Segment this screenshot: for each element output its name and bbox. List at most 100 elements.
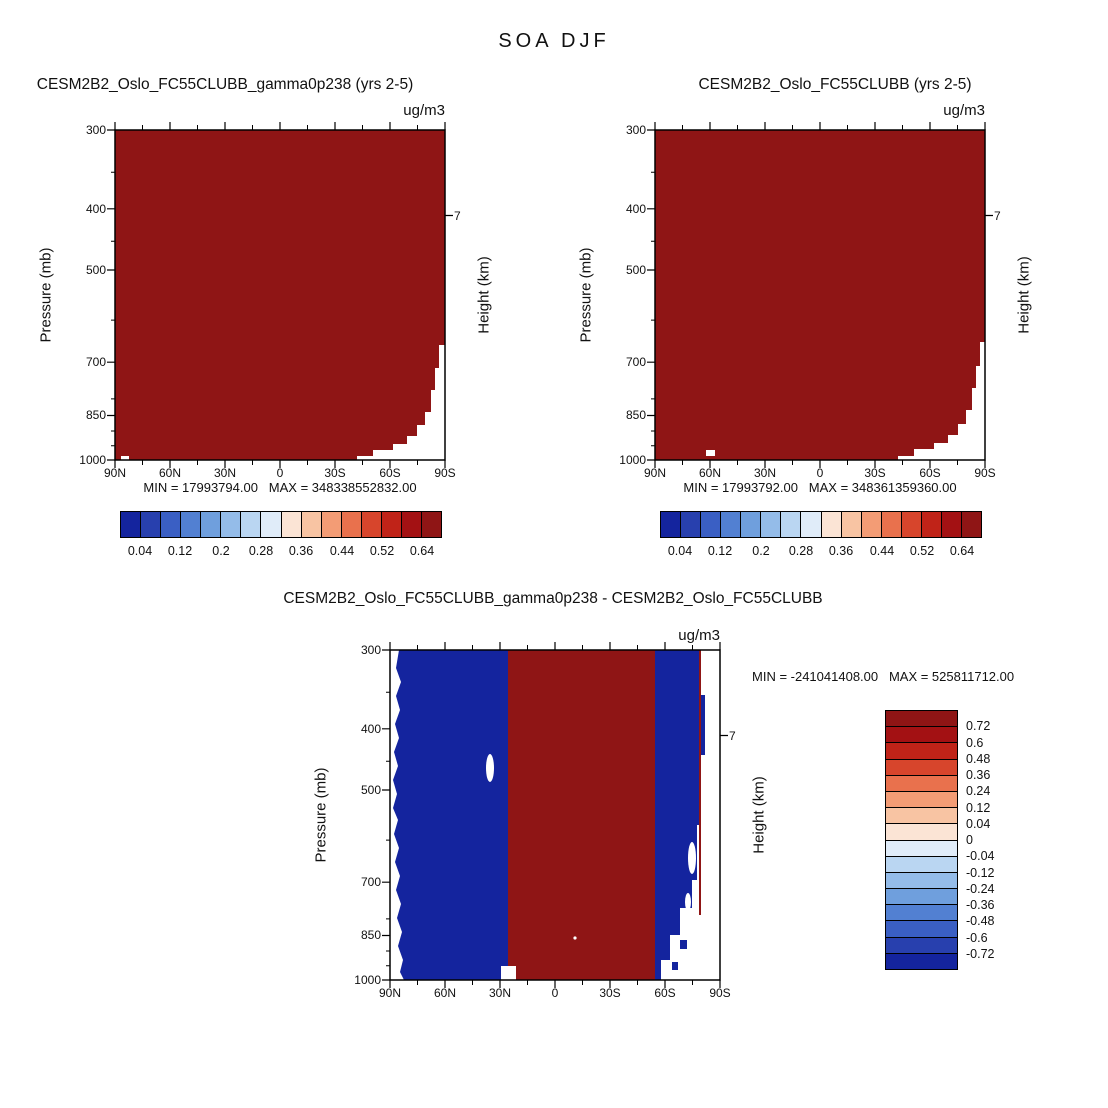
x-tick-label: 30N xyxy=(213,466,236,480)
colorbar-cell xyxy=(885,936,958,954)
colorbar-cell xyxy=(840,511,862,538)
panel2-plot xyxy=(647,122,993,468)
colorbar-cell xyxy=(880,511,902,538)
x-tick-label: 30S xyxy=(324,466,346,480)
colorbar-label: 0.2 xyxy=(212,544,230,558)
diff-colorbar-label: 0.12 xyxy=(966,801,991,815)
panel1-title: CESM2B2_Oslo_FC55CLUBB_gamma0p238 (yrs 2… xyxy=(36,76,414,93)
colorbar-cell xyxy=(960,511,982,538)
colorbar-cell xyxy=(240,511,262,538)
minor-ticks xyxy=(111,125,418,465)
panel3-colorbar xyxy=(885,710,958,970)
panel2-units-label: ug/m3 xyxy=(943,102,985,119)
panel1-units-label: ug/m3 xyxy=(403,102,445,119)
x-tick-label: 90S xyxy=(974,466,996,480)
x-tick-label: 60S xyxy=(654,986,676,1000)
y-tick-label: 850 xyxy=(625,408,646,422)
diff-colorbar-label: 0 xyxy=(966,833,973,847)
missing-blob xyxy=(688,842,696,874)
height-tick-label: 7 xyxy=(994,209,1001,223)
colorbar-label: 0.28 xyxy=(248,544,274,558)
colorbar-label: 0.64 xyxy=(949,544,975,558)
colorbar-cell xyxy=(885,726,958,744)
colorbar-label: 0.44 xyxy=(869,544,895,558)
diff-colorbar-label: -0.6 xyxy=(966,931,988,945)
y-tick-label: 1000 xyxy=(354,973,381,987)
y-tick-label: 300 xyxy=(360,643,381,657)
y-tick-label: 400 xyxy=(360,722,381,736)
y-tick-label: 400 xyxy=(85,202,106,216)
colorbar-cell xyxy=(885,758,958,776)
y-tick-label: 500 xyxy=(85,263,106,277)
y-tick-label: 850 xyxy=(360,928,381,942)
colorbar-cell xyxy=(340,511,362,538)
panel2-minmax: MIN = 17993792.00 MAX = 348361359360.00 xyxy=(683,480,957,495)
colorbar-label: 0.52 xyxy=(369,544,395,558)
colorbar-cell xyxy=(320,511,342,538)
colorbar-label: 0.52 xyxy=(909,544,935,558)
colorbar-cell xyxy=(260,511,282,538)
panel3-units-label: ug/m3 xyxy=(678,627,720,644)
height-axis-label: Height (km) xyxy=(1015,256,1033,334)
major-ticks xyxy=(107,122,453,468)
x-tick-label: 60S xyxy=(379,466,401,480)
panel3-minmax: MIN = -241041408.00 MAX = 525811712.00 xyxy=(752,669,1015,684)
colorbar-cell xyxy=(400,511,422,538)
colorbar-cell xyxy=(885,710,958,728)
x-tick-label: 90S xyxy=(434,466,456,480)
pressure-axis-label: Pressure (mb) xyxy=(312,767,330,863)
diff-colorbar-label: 0.04 xyxy=(966,817,991,831)
colorbar-label: 0.44 xyxy=(329,544,355,558)
x-tick-label: 60N xyxy=(158,466,181,480)
colorbar-cell xyxy=(200,511,222,538)
panel1-colorbar xyxy=(120,511,442,538)
colorbar-cell xyxy=(885,855,958,873)
colorbar-cell xyxy=(700,511,722,538)
y-tick-label: 1000 xyxy=(79,453,106,467)
y-tick-label: 1000 xyxy=(619,453,646,467)
colorbar-cell xyxy=(380,511,402,538)
terrain-mask-south-pole xyxy=(357,345,445,460)
x-tick-label: 90N xyxy=(643,466,666,480)
colorbar-cell xyxy=(180,511,202,538)
colorbar-cell xyxy=(300,511,322,538)
x-tick-label: 0 xyxy=(816,466,824,480)
contour-fill-positive xyxy=(115,130,445,460)
x-tick-label: 30N xyxy=(488,986,511,1000)
diff-colorbar-label: -0.36 xyxy=(966,898,995,912)
diff-colorbar-label: -0.12 xyxy=(966,866,995,880)
x-tick-label: 90N xyxy=(103,466,126,480)
diff-colorbar-label: 0.72 xyxy=(966,719,991,733)
colorbar-cell xyxy=(120,511,142,538)
colorbar-cell xyxy=(760,511,782,538)
colorbar-cell xyxy=(720,511,742,538)
panel3-title: CESM2B2_Oslo_FC55CLUBB_gamma0p238 - CESM… xyxy=(283,590,823,607)
missing-blob xyxy=(486,754,494,782)
page-title: SOA DJF xyxy=(498,30,610,52)
colorbar-cell xyxy=(920,511,942,538)
panel1-plot xyxy=(107,122,453,468)
y-tick-label: 700 xyxy=(360,875,381,889)
colorbar-cell xyxy=(885,807,958,825)
y-tick-label: 400 xyxy=(625,202,646,216)
x-tick-label: 0 xyxy=(551,986,559,1000)
diff-colorbar-label: 0.6 xyxy=(966,736,984,750)
x-tick-label: 30S xyxy=(599,986,621,1000)
colorbar-cell xyxy=(885,774,958,792)
y-tick-label: 300 xyxy=(85,123,106,137)
y-tick-label: 300 xyxy=(625,123,646,137)
negative-speck xyxy=(672,962,678,970)
y-tick-label: 850 xyxy=(85,408,106,422)
diff-colorbar-label: -0.72 xyxy=(966,947,995,961)
colorbar-cell xyxy=(900,511,922,538)
colorbar-cell xyxy=(160,511,182,538)
x-tick-label: 60S xyxy=(919,466,941,480)
colorbar-label: 0.2 xyxy=(752,544,770,558)
colorbar-cell xyxy=(140,511,162,538)
negative-speck xyxy=(680,940,687,949)
y-tick-label: 500 xyxy=(360,783,381,797)
contour-fill-positive-band xyxy=(508,650,655,980)
thin-contour-line xyxy=(699,650,701,915)
colorbar-cell xyxy=(885,888,958,906)
